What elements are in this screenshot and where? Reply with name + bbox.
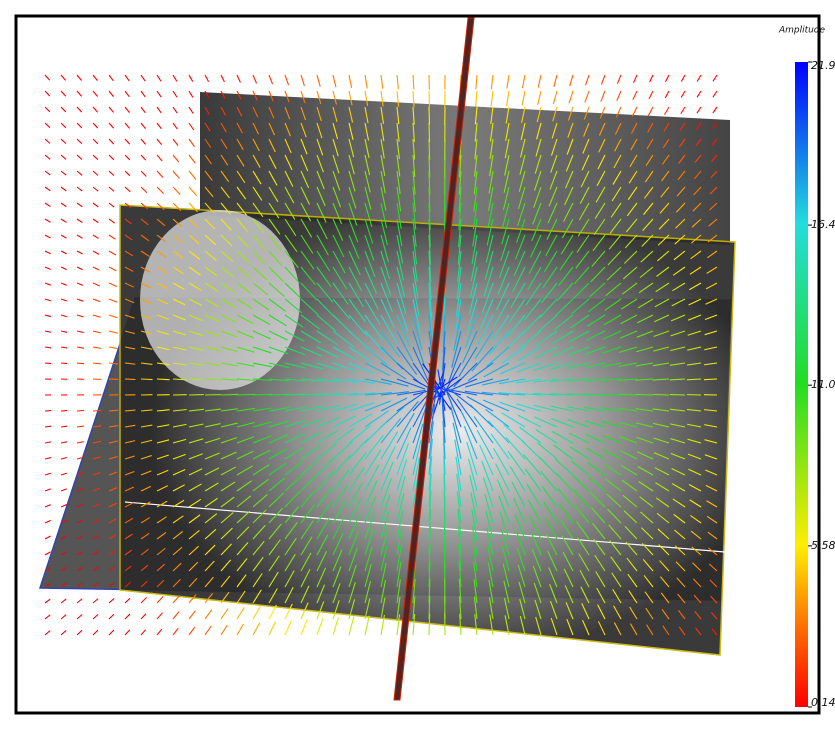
vector-arrow — [157, 379, 170, 380]
vector-arrow — [77, 363, 84, 364]
visualization: Amplitude 0.145 5.58 11.0 16.4 21.9 — [0, 0, 835, 730]
bright-region — [140, 210, 300, 390]
colorbar-title: Amplitude — [778, 26, 826, 36]
vector-arrow — [429, 614, 430, 635]
colorbar-tick-label: 16.4 — [811, 218, 835, 231]
vector-arrow — [45, 426, 51, 427]
vector-arrow — [237, 394, 255, 395]
page: Amplitude 0.1455.5811.016.421.9 (() => {… — [0, 0, 835, 730]
vector-arrow — [77, 410, 84, 411]
vector-arrow — [636, 394, 653, 395]
vector-arrow — [618, 394, 637, 395]
vector-arrow — [141, 379, 153, 380]
colorbar-tick-label: 0.145 — [811, 696, 835, 709]
colorbar-tick-label: 5.58 — [811, 539, 835, 552]
vector-arrow — [45, 363, 51, 364]
colorbar — [795, 62, 808, 707]
vector-arrow — [221, 394, 238, 395]
vector-arrow — [125, 379, 135, 380]
vector-arrow — [93, 410, 101, 411]
colorbar-tick-label: 11.0 — [811, 378, 835, 391]
vector-arrow — [704, 379, 717, 380]
colorbar-tick-label: 21.9 — [811, 59, 835, 72]
vector-arrow — [61, 363, 67, 364]
vector-arrow — [601, 394, 621, 395]
